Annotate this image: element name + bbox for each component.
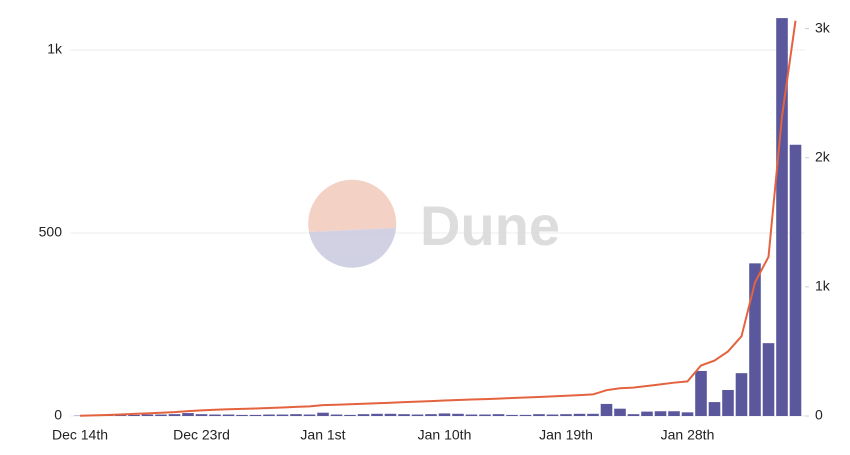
bar [627,414,640,416]
x-tick-label: Jan 10th [418,427,472,443]
bar [465,414,478,416]
bar [506,414,518,416]
bar [600,403,613,416]
x-tick-label: Jan 28th [661,427,715,443]
bar [533,414,545,416]
bar [668,411,680,416]
bar [249,414,262,416]
bar [641,411,653,416]
x-tick-label: Dec 23rd [173,427,230,443]
bar [155,414,167,416]
bar [411,414,424,416]
bar [546,414,559,416]
y-tick-label: 500 [39,224,63,240]
bar [614,408,626,416]
bar [654,411,667,416]
x-tick-label: Jan 1st [300,427,345,443]
bar [479,414,491,416]
bar [276,414,289,416]
x-tick-label: Jan 19th [539,427,593,443]
bar [519,414,532,416]
y-tick-label: 1k [47,41,63,57]
bar [708,402,721,416]
bar [425,414,437,416]
bar [573,413,586,416]
bar [776,18,788,416]
bar [735,373,748,416]
bar [681,412,694,416]
y2-tick-label: 2k [815,148,831,164]
bar [357,414,370,416]
bar [344,414,356,416]
bar [128,414,140,416]
bar [182,413,194,416]
bar [195,414,208,416]
bar [371,413,383,416]
bar [452,413,464,416]
line [79,20,797,417]
bar [317,412,329,416]
bar [384,413,397,416]
logo-top [308,179,397,232]
bar [749,263,761,416]
bar [290,414,302,416]
bar [789,144,802,416]
bar [398,414,410,416]
bar [168,414,181,416]
bar [762,343,775,416]
bar [492,414,505,416]
watermark-text: Dune [420,194,560,257]
bar [560,414,572,416]
bar [263,414,275,416]
bar [236,414,248,416]
bar [722,390,734,416]
y2-tick-label: 3k [815,19,831,35]
bar [695,370,707,416]
bar [141,414,154,416]
x-tick-label: Dec 14th [52,427,108,443]
bar [587,413,599,416]
y2-tick-label: 1k [815,278,831,294]
watermark: Dune [308,179,560,268]
bar [303,414,316,416]
bar [222,414,235,416]
bar [438,413,451,416]
y-tick-label: 0 [54,407,62,423]
logo-bottom [309,228,396,268]
bar [209,414,221,416]
bar [330,414,343,416]
y2-tick-label: 0 [815,407,823,423]
